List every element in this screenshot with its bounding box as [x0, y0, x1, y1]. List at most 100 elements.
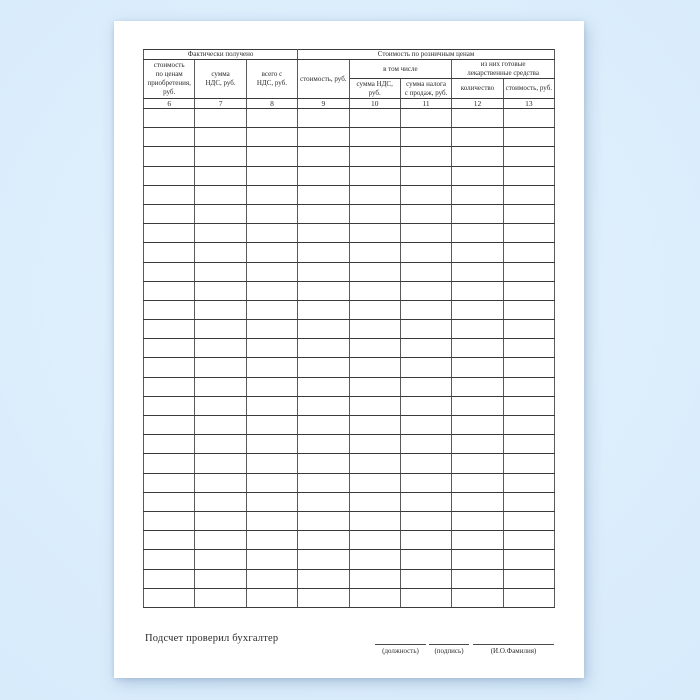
blank-cell: [348, 510, 401, 532]
col-10-number: 10: [348, 98, 401, 109]
blank-cell: [194, 376, 247, 397]
blank-cell: [297, 146, 350, 167]
signature-line: [375, 644, 426, 645]
blank-cell: [451, 376, 504, 397]
blank-cell: [451, 530, 504, 551]
blank-cell: [451, 242, 504, 263]
blank-row: [142, 319, 556, 340]
blank-cell: [348, 203, 401, 225]
form-table: Фактически получено Стоимость по розничн…: [142, 49, 556, 608]
blank-cell: [502, 165, 556, 186]
blank-row: [142, 280, 556, 301]
blank-row: [142, 376, 556, 397]
blank-cell: [297, 587, 350, 608]
blank-cell: [348, 107, 401, 129]
blank-row: [142, 530, 556, 551]
col-9-header: стоимость, руб.: [297, 59, 350, 99]
blank-cell: [399, 510, 453, 532]
blank-cell: [245, 376, 299, 397]
blank-cell: [142, 357, 196, 378]
blank-cell: [245, 165, 299, 186]
blank-cell: [142, 376, 196, 397]
blank-cell: [142, 242, 196, 263]
blank-cell: [297, 319, 350, 340]
col-7-number: 7: [194, 98, 247, 109]
blank-cell: [142, 184, 196, 205]
blank-cell: [399, 203, 453, 225]
blank-cell: [451, 549, 504, 570]
blank-cell: [194, 549, 247, 570]
blank-cell: [502, 146, 556, 167]
blank-cell: [142, 434, 196, 455]
blank-cell: [245, 184, 299, 205]
blank-cell: [142, 530, 196, 551]
blank-cell: [245, 261, 299, 282]
blank-cell: [451, 414, 504, 436]
blank-cell: [348, 127, 401, 148]
blank-cell: [297, 472, 350, 493]
blank-cell: [399, 165, 453, 186]
blank-cell: [348, 280, 401, 301]
signature-label: (подпись): [434, 647, 464, 655]
blank-cell: [194, 587, 247, 608]
blank-cell: [245, 242, 299, 263]
signature-line: [429, 644, 469, 645]
blank-cell: [399, 434, 453, 455]
blank-cell: [451, 491, 504, 512]
blank-row: [142, 127, 556, 148]
blank-cell: [399, 280, 453, 301]
blank-cell: [297, 261, 350, 282]
col-12-header: количество: [451, 78, 504, 99]
blank-cell: [245, 434, 299, 455]
blank-cell: [399, 242, 453, 263]
blank-cell: [451, 338, 504, 359]
blank-cell: [399, 146, 453, 167]
blank-cell: [194, 319, 247, 340]
blank-cell: [245, 472, 299, 493]
blank-cell: [502, 549, 556, 570]
blank-cell: [502, 107, 556, 129]
blank-cell: [348, 453, 401, 474]
col-6-number: 6: [142, 98, 196, 109]
blank-cell: [399, 107, 453, 129]
blank-cell: [399, 376, 453, 397]
document-page: Фактически получено Стоимость по розничн…: [114, 21, 584, 678]
blank-row: [142, 434, 556, 455]
blank-cell: [399, 453, 453, 474]
blank-cell: [399, 338, 453, 359]
blank-cell: [142, 414, 196, 436]
blank-cell: [502, 530, 556, 551]
blank-row: [142, 242, 556, 263]
blank-cell: [348, 357, 401, 378]
blank-cell: [194, 568, 247, 589]
blank-cell: [297, 223, 350, 244]
blank-cell: [348, 146, 401, 167]
blank-cell: [451, 261, 504, 282]
blank-cell: [451, 434, 504, 455]
blank-cell: [297, 165, 350, 186]
form-table-header: Фактически получено Стоимость по розничн…: [142, 49, 556, 109]
col-12-number: 12: [451, 98, 504, 109]
blank-cell: [502, 280, 556, 301]
blank-cell: [348, 223, 401, 244]
col-13-number: 13: [502, 98, 556, 109]
blank-cell: [245, 107, 299, 129]
blank-cell: [194, 242, 247, 263]
blank-cell: [297, 510, 350, 532]
blank-cell: [142, 146, 196, 167]
blank-cell: [194, 146, 247, 167]
blank-cell: [348, 434, 401, 455]
blank-cell: [502, 453, 556, 474]
blank-cell: [245, 127, 299, 148]
blank-cell: [194, 280, 247, 301]
blank-cell: [297, 127, 350, 148]
blank-cell: [245, 587, 299, 608]
blank-cell: [451, 395, 504, 417]
blank-cell: [297, 376, 350, 397]
blank-row: [142, 472, 556, 493]
blank-row: [142, 203, 556, 225]
blank-cell: [399, 491, 453, 512]
blank-cell: [348, 338, 401, 359]
blank-cell: [451, 587, 504, 608]
